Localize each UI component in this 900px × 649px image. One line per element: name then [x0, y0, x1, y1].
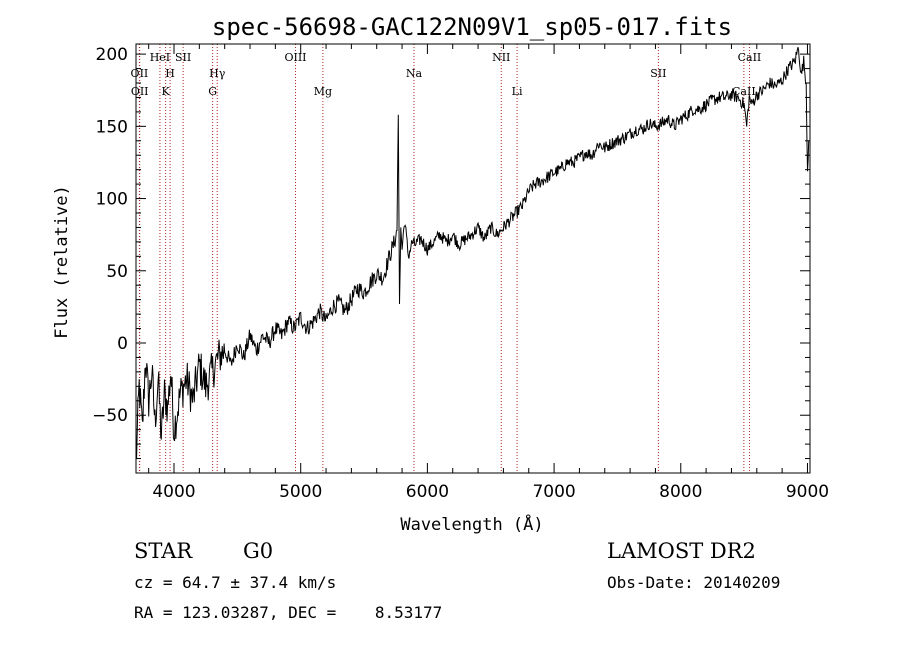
spectral-line-label: OII: [131, 67, 149, 80]
x-axis-label: Wavelength (Å): [400, 513, 543, 535]
spectral-line-label: HeI: [150, 51, 170, 64]
spectral-line-markers: [138, 44, 750, 473]
x-tick-label: 5000: [279, 482, 322, 502]
spectral-line-label: NII: [492, 51, 510, 64]
y-tick-label: 200: [96, 45, 128, 65]
x-tick-label: 4000: [152, 482, 195, 502]
spectral-line-label: CaII: [738, 51, 762, 64]
spectral-line-label: Li: [512, 85, 523, 98]
observation-date: Obs-Date: 20140209: [607, 573, 781, 592]
y-tick-label: 150: [96, 117, 128, 137]
spectral-line-label: Mg: [314, 85, 332, 98]
coordinates: RA = 123.03287, DEC = 8.53177: [134, 603, 443, 622]
spectral-line-label: Na: [406, 67, 423, 80]
spectral-line-label: OIII: [284, 51, 306, 64]
x-tick-label: 7000: [532, 482, 575, 502]
spectral-line-label: SII: [175, 51, 191, 64]
chart-title: spec-56698-GAC122N09V1_sp05-017.fits: [212, 13, 732, 41]
x-tick-label: 8000: [659, 482, 702, 502]
spectral-line-label: OII: [131, 85, 149, 98]
object-class: STAR: [134, 539, 193, 563]
spectral-line-label: G: [208, 85, 217, 98]
spectral-line-label: SII: [650, 67, 666, 80]
spectral-line-labels: OIIOIIHeIKHSIIGHγOIIIMgNaNIILiSIICaIICaI…: [131, 51, 762, 98]
y-tick-label: 50: [106, 262, 128, 282]
survey-name: LAMOST DR2: [607, 539, 756, 563]
spectral-line-label: K: [162, 85, 171, 98]
x-tick-label: 9000: [786, 482, 829, 502]
object-subclass: G0: [243, 539, 274, 563]
x-tick-label: 6000: [406, 482, 449, 502]
spectrum-series-line: [135, 46, 810, 460]
redshift-velocity: cz = 64.7 ± 37.4 km/s: [134, 573, 337, 592]
plot-frame: [135, 43, 811, 474]
y-tick-label: −50: [92, 406, 128, 426]
y-axis-label: Flux (relative): [52, 185, 72, 339]
spectral-line-label: Hγ: [209, 67, 226, 80]
spectral-line-label: H: [165, 67, 175, 80]
x-axis-ticks: 4000 5000 6000 7000 8000 9000: [148, 44, 829, 502]
y-axis-ticks: −50 0 50 100 150 200: [92, 45, 810, 474]
y-tick-label: 100: [96, 190, 128, 210]
y-tick-label: 0: [117, 334, 128, 354]
